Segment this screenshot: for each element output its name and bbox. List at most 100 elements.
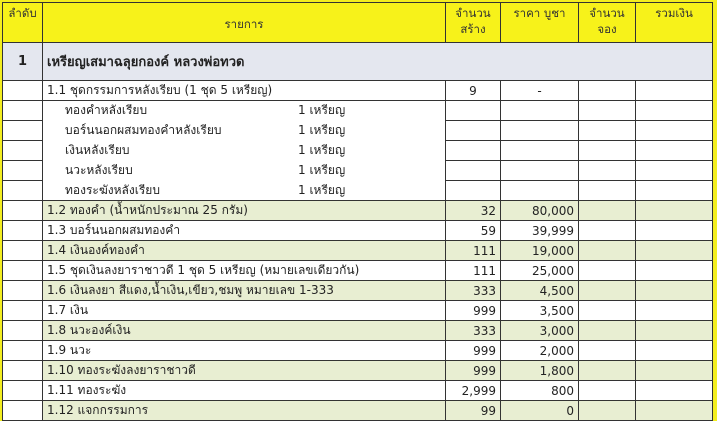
qty-made-cell: 999	[445, 360, 501, 381]
price-cell: 1,800	[500, 360, 579, 381]
table-row: ทองระฆังหลังเรียบ 1 เหรียญ	[2, 180, 713, 201]
price-cell	[500, 120, 579, 141]
table-row: 1.3 บอร์นนอกผสมทองคำ 59 39,999	[2, 220, 713, 241]
sub-item-unit: 1 เหรียญ	[298, 182, 346, 197]
qty-made-cell: 9	[445, 80, 501, 101]
row-no-cell	[2, 160, 43, 181]
price-cell	[500, 160, 579, 181]
table-row: 1.2 ทองคำ (น้ำหนักประมาณ 25 กรัม) 32 80,00…	[2, 200, 713, 221]
header-item: รายการ	[42, 2, 446, 43]
row-no-cell	[2, 120, 43, 141]
total-cell	[635, 380, 713, 401]
qty-reserved-cell	[578, 280, 636, 301]
row-no-cell	[2, 200, 43, 221]
total-cell	[635, 100, 713, 121]
total-cell	[635, 200, 713, 221]
table-row: นวะหลังเรียบ 1 เหรียญ	[2, 160, 713, 181]
item-cell: 1.4 เงินองค์ทองคำ	[42, 240, 446, 261]
sub-item-name: ทองระฆังหลังเรียบ	[65, 182, 160, 197]
qty-reserved-cell	[578, 300, 636, 321]
group-row: 1 เหรียญเสมาฉลุยกองค์ หลวงพ่อทวด	[2, 42, 713, 81]
item-cell: 1.10 ทองระฆังลงยาราชาวดี	[42, 360, 446, 381]
item-cell: 1.1 ชุดกรรมการหลังเรียบ (1 ชุด 5 เหรียญ)	[42, 80, 446, 101]
row-no-cell	[2, 140, 43, 161]
group-no: 1	[2, 42, 43, 81]
header-total: รวมเงิน	[635, 2, 713, 43]
table-row: เงินหลังเรียบ 1 เหรียญ	[2, 140, 713, 161]
sub-item-name: นวะหลังเรียบ	[65, 163, 133, 177]
price-cell: 19,000	[500, 240, 579, 261]
price-cell: 4,500	[500, 280, 579, 301]
total-cell	[635, 180, 713, 201]
total-cell	[635, 160, 713, 181]
qty-reserved-cell	[578, 100, 636, 121]
total-cell	[635, 280, 713, 301]
qty-made-cell: 999	[445, 340, 501, 361]
qty-reserved-cell	[578, 180, 636, 201]
row-no-cell	[2, 260, 43, 281]
qty-made-cell: 333	[445, 320, 501, 341]
item-cell: 1.3 บอร์นนอกผสมทองคำ	[42, 220, 446, 241]
sub-item-name: ทองคำหลังเรียบ	[65, 103, 148, 118]
row-no-cell	[2, 240, 43, 261]
header-row: ลำดับ รายการ จำนวน สร้าง ราคา บูชา จำนวน…	[2, 2, 713, 43]
row-no-cell	[2, 80, 43, 101]
qty-made-cell: 333	[445, 280, 501, 301]
qty-reserved-cell	[578, 160, 636, 181]
table-row: 1.4 เงินองค์ทองคำ 111 19,000	[2, 240, 713, 261]
price-cell: 3,500	[500, 300, 579, 321]
row-no-cell	[2, 100, 43, 121]
qty-made-cell	[445, 140, 501, 161]
table-row: 1.9 นวะ 999 2,000	[2, 340, 713, 361]
table-row: 1.1 ชุดกรรมการหลังเรียบ (1 ชุด 5 เหรียญ)…	[2, 80, 713, 101]
sub-item-name: บอร์นนอกผสมทองคำหลังเรียบ	[65, 123, 222, 137]
qty-made-cell	[445, 120, 501, 141]
price-cell: -	[500, 80, 579, 101]
qty-reserved-cell	[578, 320, 636, 341]
qty-made-cell: 99	[445, 400, 501, 421]
qty-made-cell: 999	[445, 300, 501, 321]
table-row: 1.7 เงิน 999 3,500	[2, 300, 713, 321]
qty-made-cell	[445, 180, 501, 201]
qty-reserved-cell	[578, 360, 636, 381]
table-row: 1.10 ทองระฆังลงยาราชาวดี 999 1,800	[2, 360, 713, 381]
sub-item-unit: 1 เหรียญ	[298, 123, 346, 137]
price-cell: 2,000	[500, 340, 579, 361]
qty-made-cell: 2,999	[445, 380, 501, 401]
table-row: 1.6 เงินลงยา สีแดง,น้ำเงิน,เขียว,ชมพู หม…	[2, 280, 713, 301]
sub-item-name: เงินหลังเรียบ	[65, 143, 130, 157]
total-cell	[635, 140, 713, 161]
row-no-cell	[2, 280, 43, 301]
item-cell: 1.2 ทองคำ (น้ำหนักประมาณ 25 กรัม)	[42, 200, 446, 221]
item-cell: 1.9 นวะ	[42, 340, 446, 361]
price-cell	[500, 180, 579, 201]
qty-made-cell: 59	[445, 220, 501, 241]
price-cell: 0	[500, 400, 579, 421]
qty-made-cell	[445, 160, 501, 181]
item-cell: 1.7 เงิน	[42, 300, 446, 321]
item-cell: 1.5 ชุดเงินลงยาราชาวดี 1 ชุด 5 เหรียญ (ห…	[42, 260, 446, 281]
table-row: 1.11 ทองระฆัง 2,999 800	[2, 380, 713, 401]
qty-reserved-cell	[578, 200, 636, 221]
row-no-cell	[2, 180, 43, 201]
item-cell: บอร์นนอกผสมทองคำหลังเรียบ 1 เหรียญ	[42, 120, 446, 141]
total-cell	[635, 260, 713, 281]
sub-item-unit: 1 เหรียญ	[298, 103, 346, 118]
price-cell: 80,000	[500, 200, 579, 221]
price-cell: 39,999	[500, 220, 579, 241]
table-row: 1.8 นวะองค์เงิน 333 3,000	[2, 320, 713, 341]
price-cell: 3,000	[500, 320, 579, 341]
item-cell: ทองคำหลังเรียบ 1 เหรียญ	[42, 100, 446, 121]
total-cell	[635, 400, 713, 421]
qty-reserved-cell	[578, 80, 636, 101]
table-row: บอร์นนอกผสมทองคำหลังเรียบ 1 เหรียญ	[2, 120, 713, 141]
group-title: เหรียญเสมาฉลุยกองค์ หลวงพ่อทวด	[42, 42, 713, 81]
item-cell: 1.6 เงินลงยา สีแดง,น้ำเงิน,เขียว,ชมพู หม…	[42, 280, 446, 301]
qty-reserved-cell	[578, 240, 636, 261]
header-qty-made: จำนวน สร้าง	[445, 2, 501, 43]
total-cell	[635, 80, 713, 101]
sub-item-unit: 1 เหรียญ	[298, 143, 346, 157]
total-cell	[635, 340, 713, 361]
row-no-cell	[2, 380, 43, 401]
